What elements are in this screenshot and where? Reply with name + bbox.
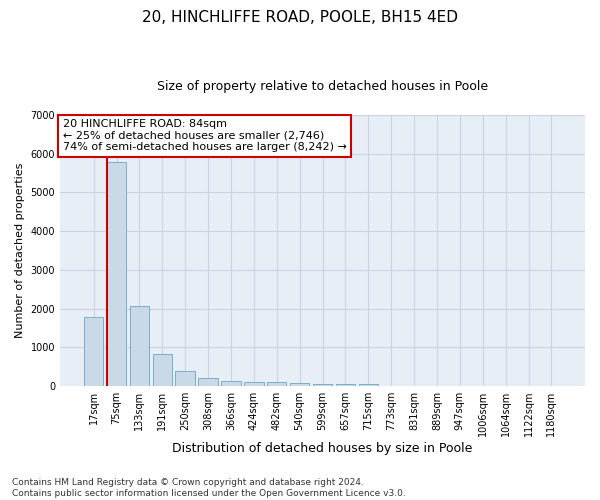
Bar bbox=[244, 382, 263, 386]
Title: Size of property relative to detached houses in Poole: Size of property relative to detached ho… bbox=[157, 80, 488, 93]
Bar bbox=[107, 162, 126, 386]
Bar bbox=[130, 306, 149, 386]
Bar bbox=[221, 381, 241, 386]
X-axis label: Distribution of detached houses by size in Poole: Distribution of detached houses by size … bbox=[172, 442, 473, 455]
Bar bbox=[335, 384, 355, 386]
Bar bbox=[84, 317, 103, 386]
Text: 20, HINCHLIFFE ROAD, POOLE, BH15 4ED: 20, HINCHLIFFE ROAD, POOLE, BH15 4ED bbox=[142, 10, 458, 25]
Y-axis label: Number of detached properties: Number of detached properties bbox=[15, 163, 25, 338]
Bar bbox=[199, 378, 218, 386]
Bar bbox=[267, 382, 286, 386]
Bar bbox=[152, 354, 172, 386]
Bar bbox=[175, 372, 195, 386]
Text: 20 HINCHLIFFE ROAD: 84sqm
← 25% of detached houses are smaller (2,746)
74% of se: 20 HINCHLIFFE ROAD: 84sqm ← 25% of detac… bbox=[62, 119, 347, 152]
Bar bbox=[359, 384, 378, 386]
Bar bbox=[290, 384, 310, 386]
Bar bbox=[313, 384, 332, 386]
Text: Contains HM Land Registry data © Crown copyright and database right 2024.
Contai: Contains HM Land Registry data © Crown c… bbox=[12, 478, 406, 498]
